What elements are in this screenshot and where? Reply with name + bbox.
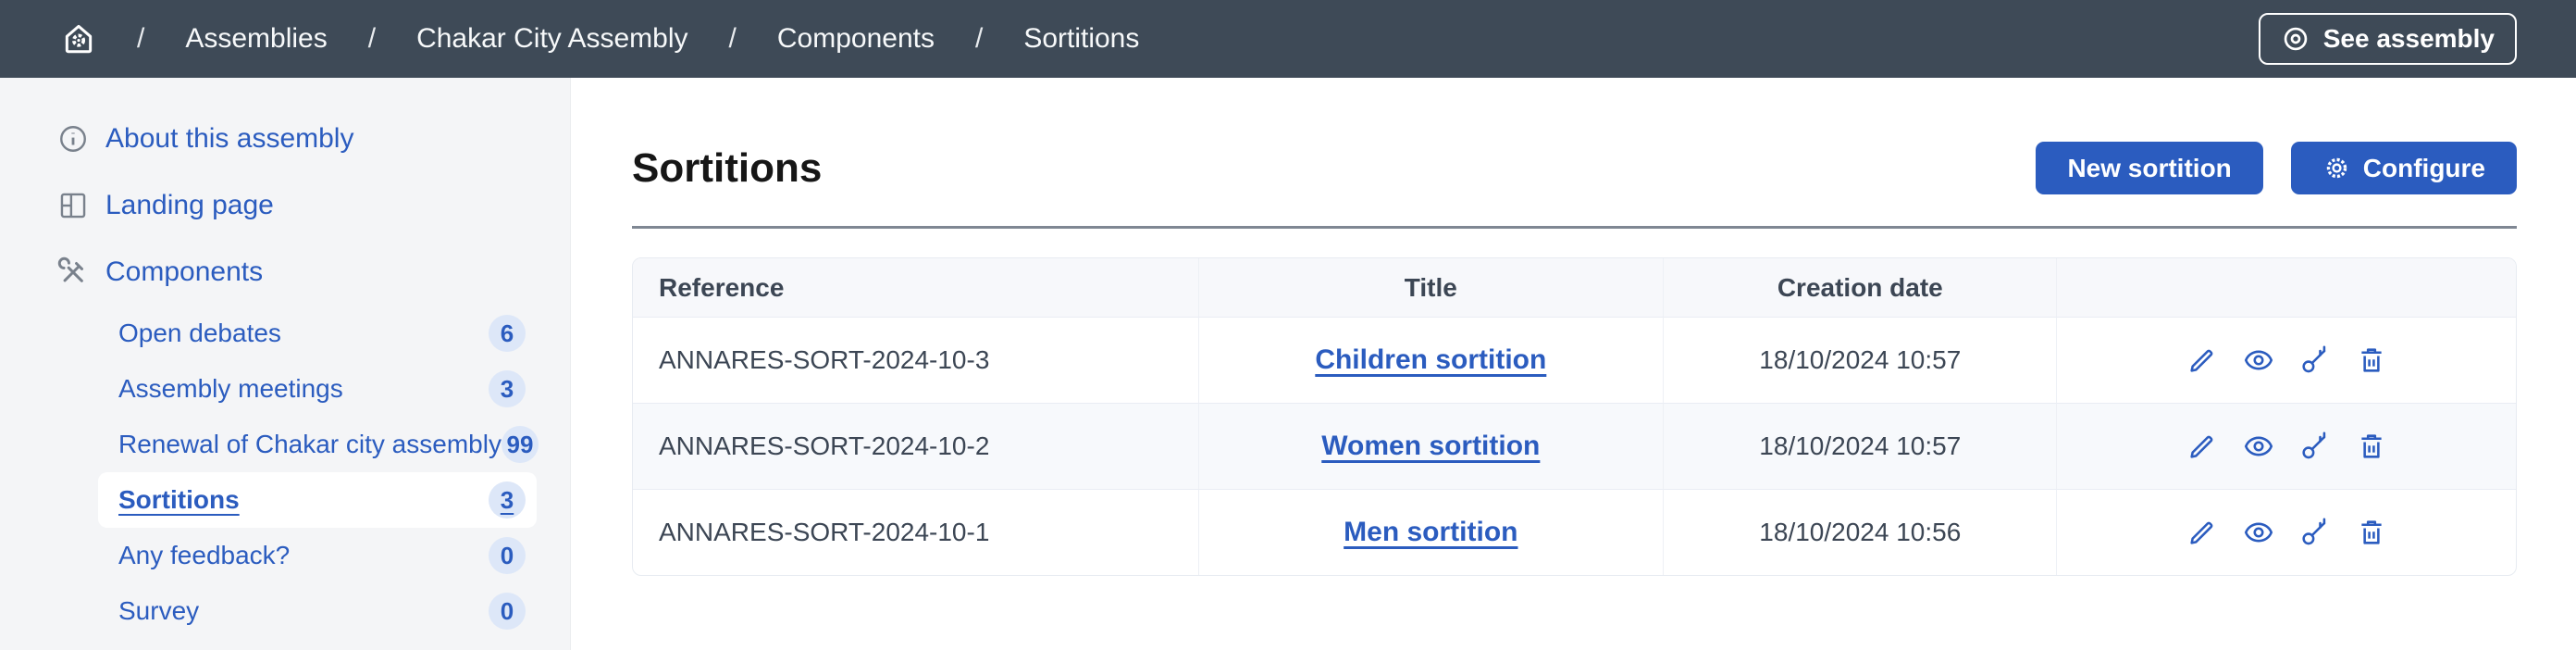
configure-label: Configure — [2362, 153, 2485, 182]
info-icon — [60, 126, 86, 152]
section-divider — [632, 226, 2517, 229]
count-badge: 3 — [489, 370, 526, 407]
sortitions-table: Reference Title Creation date ANNARES-SO… — [632, 257, 2517, 576]
reference-cell: ANNARES-SORT-2024-10-2 — [633, 403, 1198, 489]
layout-icon — [60, 193, 86, 219]
sidebar-item-label: Open debates — [118, 319, 281, 347]
sidebar-item-label: Components — [105, 256, 264, 287]
breadcrumb-separator: / — [974, 23, 984, 54]
eye-icon — [2244, 436, 2273, 456]
sidebar-item-assembly-meetings[interactable]: Assembly meetings 3 — [98, 361, 537, 417]
sidebar-item-sortitions[interactable]: Sortitions 3 — [98, 472, 537, 528]
configure-button[interactable]: Configure — [2290, 142, 2517, 194]
home-gear-icon — [65, 24, 93, 54]
sidebar-item-label: Survey — [118, 596, 200, 625]
edit-button[interactable] — [2186, 517, 2218, 548]
sidebar-item-label: Sortitions — [118, 485, 240, 514]
delete-button[interactable] — [2356, 344, 2387, 376]
eye-icon — [2284, 27, 2308, 51]
table-header-row: Reference Title Creation date — [633, 258, 2516, 317]
sidebar-item-label: Assembly meetings — [118, 374, 343, 403]
sidebar-item-survey[interactable]: Survey 0 — [98, 583, 537, 639]
breadcrumb-assemblies[interactable]: Assemblies — [185, 23, 328, 54]
breadcrumb-separator: / — [367, 23, 377, 54]
sidebar-item-any-feedback[interactable]: Any feedback? 0 — [98, 528, 537, 583]
sidebar-item-about-assembly[interactable]: About this assembly — [0, 106, 570, 172]
breadcrumb: / Assemblies / Chakar City Assembly / Co… — [61, 21, 1139, 56]
sidebar-item-landing-page[interactable]: Landing page — [0, 172, 570, 239]
preview-button[interactable] — [2243, 344, 2274, 376]
breadcrumb-separator: / — [728, 23, 737, 54]
edit-button[interactable] — [2186, 431, 2218, 462]
reference-cell: ANNARES-SORT-2024-10-3 — [633, 317, 1198, 403]
pencil-icon — [2190, 521, 2213, 544]
creation-date-cell: 18/10/2024 10:57 — [1663, 317, 2057, 403]
key-icon — [2302, 431, 2325, 459]
breadcrumb-home-link[interactable] — [61, 21, 96, 56]
sidebar: About this assembly Landing page Compone… — [0, 78, 571, 650]
column-header-creation-date: Creation date — [1663, 258, 2057, 317]
tools-icon — [57, 256, 83, 282]
sidebar-item-label: About this assembly — [105, 123, 354, 154]
count-badge: 0 — [489, 537, 526, 574]
trash-icon — [2361, 348, 2382, 372]
sidebar-item-label: Landing page — [105, 190, 274, 220]
breadcrumb-sortitions[interactable]: Sortitions — [1023, 23, 1140, 54]
main-content: Sortitions New sortition Configure — [571, 78, 2576, 650]
page-title: Sortitions — [632, 144, 823, 191]
eye-icon — [2244, 522, 2273, 543]
breadcrumb-separator: / — [137, 23, 145, 54]
delete-button[interactable] — [2356, 517, 2387, 548]
breadcrumb-chakar-city-assembly[interactable]: Chakar City Assembly — [416, 23, 688, 54]
permissions-button[interactable] — [2299, 517, 2331, 548]
permissions-button[interactable] — [2299, 431, 2331, 462]
trash-icon — [2361, 520, 2382, 544]
sortition-title-link[interactable]: Women sortition — [1321, 431, 1541, 461]
gear-icon — [2326, 157, 2347, 179]
count-badge: 99 — [501, 426, 539, 463]
sidebar-item-label: Renewal of Chakar city assembly — [118, 430, 502, 458]
table-row: ANNARES-SORT-2024-10-2 Women sortition 1… — [633, 403, 2516, 489]
key-icon — [2302, 518, 2325, 545]
sortition-title-link[interactable]: Men sortition — [1344, 517, 1518, 547]
preview-button[interactable] — [2243, 517, 2274, 548]
trash-icon — [2361, 434, 2382, 458]
creation-date-cell: 18/10/2024 10:57 — [1663, 403, 2057, 489]
column-header-actions — [2056, 258, 2516, 317]
table-row: ANNARES-SORT-2024-10-1 Men sortition 18/… — [633, 489, 2516, 575]
reference-cell: ANNARES-SORT-2024-10-1 — [633, 489, 1198, 575]
creation-date-cell: 18/10/2024 10:56 — [1663, 489, 2057, 575]
table-row: ANNARES-SORT-2024-10-3 Children sortitio… — [633, 317, 2516, 403]
sidebar-item-label: Any feedback? — [118, 541, 291, 569]
topbar: / Assemblies / Chakar City Assembly / Co… — [0, 0, 2576, 78]
see-assembly-button[interactable]: See assembly — [2258, 13, 2517, 65]
key-icon — [2302, 345, 2325, 373]
permissions-button[interactable] — [2299, 344, 2331, 376]
edit-button[interactable] — [2186, 344, 2218, 376]
breadcrumb-components[interactable]: Components — [776, 23, 935, 54]
new-sortition-label: New sortition — [2067, 153, 2232, 182]
delete-button[interactable] — [2356, 431, 2387, 462]
pencil-icon — [2190, 349, 2213, 372]
sidebar-item-renewal-assembly[interactable]: Renewal of Chakar city assembly 99 — [98, 417, 539, 472]
see-assembly-label: See assembly — [2322, 24, 2495, 53]
sidebar-item-components[interactable]: Components — [0, 239, 570, 306]
sortition-title-link[interactable]: Children sortition — [1315, 344, 1547, 375]
pencil-icon — [2190, 435, 2213, 458]
count-badge: 3 — [489, 481, 526, 519]
eye-icon — [2244, 350, 2273, 370]
sidebar-item-open-debates[interactable]: Open debates 6 — [98, 306, 537, 361]
column-header-reference: Reference — [633, 258, 1198, 317]
new-sortition-button[interactable]: New sortition — [2036, 142, 2263, 194]
count-badge: 0 — [489, 593, 526, 630]
column-header-title: Title — [1197, 258, 1664, 317]
count-badge: 6 — [489, 315, 526, 352]
preview-button[interactable] — [2243, 431, 2274, 462]
